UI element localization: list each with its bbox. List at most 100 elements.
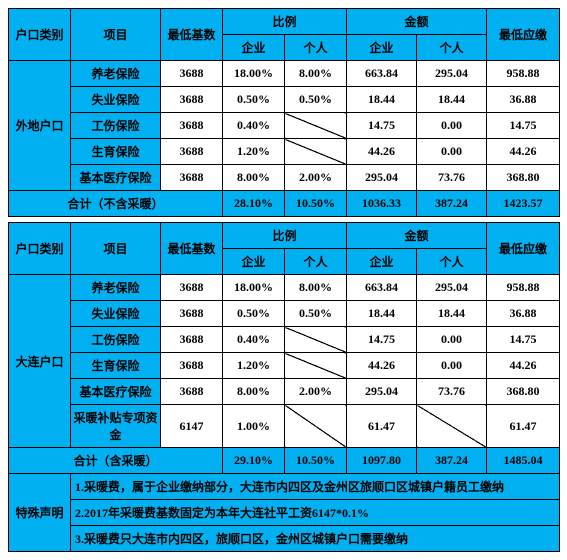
hdr-minpay: 最低应缴: [487, 223, 560, 275]
amount-corp: 14.75: [347, 327, 417, 353]
ratio-corp: 0.40%: [223, 327, 285, 353]
total-ratio-corp: 28.10%: [223, 191, 285, 217]
base-value: 3688: [161, 301, 223, 327]
hdr-category: 户口类别: [9, 9, 71, 61]
ratio-pers: 0.50%: [285, 87, 347, 113]
amount-corp: 61.47: [347, 405, 417, 448]
total-ratio-corp: 29.10%: [223, 448, 285, 474]
min-pay: 14.75: [487, 113, 560, 139]
ratio-pers: 2.00%: [285, 379, 347, 405]
amount-pers: 295.04: [417, 61, 487, 87]
amount-corp: 44.26: [347, 139, 417, 165]
amount-pers: 0.00: [417, 327, 487, 353]
base-value: 3688: [161, 165, 223, 191]
total-amount-pers: 387.24: [417, 191, 487, 217]
hdr-item: 项目: [71, 223, 161, 275]
min-pay: 14.75: [487, 327, 560, 353]
amount-pers-na: [417, 405, 487, 448]
hdr-amount: 金额: [347, 223, 487, 249]
item-label: 工伤保险: [71, 113, 161, 139]
hdr-ratio-pers: 个人: [285, 35, 347, 61]
ratio-pers-na: [285, 113, 347, 139]
insurance-table: 户口类别项目最低基数比例金额最低应缴企业个人企业个人外地户口养老保险368818…: [8, 8, 560, 552]
category-label: 大连户口: [9, 275, 71, 448]
item-label: 养老保险: [71, 275, 161, 301]
hdr-ratio: 比例: [223, 223, 347, 249]
category-label: 外地户口: [9, 61, 71, 191]
min-pay: 61.47: [487, 405, 560, 448]
min-pay: 368.80: [487, 165, 560, 191]
min-pay: 958.88: [487, 61, 560, 87]
item-label: 采暖补贴专项资金: [71, 405, 161, 448]
min-pay: 44.26: [487, 353, 560, 379]
total-label: 合计（不含采暖）: [9, 191, 223, 217]
hdr-amount-corp: 企业: [347, 35, 417, 61]
hdr-amount-pers: 个人: [417, 249, 487, 275]
amount-pers: 0.00: [417, 139, 487, 165]
total-label: 合计（含采暖）: [9, 448, 223, 474]
hdr-amount: 金额: [347, 9, 487, 35]
ratio-corp: 0.50%: [223, 301, 285, 327]
base-value: 3688: [161, 139, 223, 165]
total-amount-corp: 1097.80: [347, 448, 417, 474]
base-value: 3688: [161, 87, 223, 113]
item-label: 生育保险: [71, 353, 161, 379]
item-label: 失业保险: [71, 87, 161, 113]
notes-label: 特殊声明: [9, 474, 71, 552]
amount-pers: 295.04: [417, 275, 487, 301]
hdr-ratio-pers: 个人: [285, 249, 347, 275]
ratio-pers-na: [285, 139, 347, 165]
hdr-amount-pers: 个人: [417, 35, 487, 61]
total-ratio-pers: 10.50%: [285, 448, 347, 474]
item-label: 养老保险: [71, 61, 161, 87]
hdr-minpay: 最低应缴: [487, 9, 560, 61]
hdr-item: 项目: [71, 9, 161, 61]
base-value: 3688: [161, 113, 223, 139]
ratio-pers-na: [285, 327, 347, 353]
item-label: 失业保险: [71, 301, 161, 327]
amount-pers: 18.44: [417, 87, 487, 113]
ratio-pers: 8.00%: [285, 61, 347, 87]
amount-corp: 44.26: [347, 353, 417, 379]
ratio-corp: 0.50%: [223, 87, 285, 113]
note-line: 2.2017年采暖费基数固定为本年大连社平工资6147*0.1%: [71, 500, 560, 526]
ratio-pers: 2.00%: [285, 165, 347, 191]
base-value: 6147: [161, 405, 223, 448]
item-label: 基本医疗保险: [71, 165, 161, 191]
min-pay: 44.26: [487, 139, 560, 165]
amount-pers: 73.76: [417, 379, 487, 405]
ratio-corp: 8.00%: [223, 165, 285, 191]
ratio-corp: 18.00%: [223, 61, 285, 87]
item-label: 生育保险: [71, 139, 161, 165]
ratio-corp: 1.20%: [223, 353, 285, 379]
amount-corp: 663.84: [347, 61, 417, 87]
hdr-base: 最低基数: [161, 9, 223, 61]
hdr-ratio: 比例: [223, 9, 347, 35]
min-pay: 36.88: [487, 87, 560, 113]
min-pay: 368.80: [487, 379, 560, 405]
amount-pers: 18.44: [417, 301, 487, 327]
hdr-category: 户口类别: [9, 223, 71, 275]
note-line: 1.采暖费，属于企业缴纳部分，大连市内四区及金州区旅顺口区城镇户籍员工缴纳: [71, 474, 560, 500]
amount-corp: 18.44: [347, 301, 417, 327]
ratio-pers: 0.50%: [285, 301, 347, 327]
item-label: 工伤保险: [71, 327, 161, 353]
ratio-pers-na: [285, 353, 347, 379]
item-label: 基本医疗保险: [71, 379, 161, 405]
min-pay: 36.88: [487, 301, 560, 327]
base-value: 3688: [161, 379, 223, 405]
total-min: 1485.04: [487, 448, 560, 474]
hdr-amount-corp: 企业: [347, 249, 417, 275]
amount-pers: 0.00: [417, 353, 487, 379]
total-amount-corp: 1036.33: [347, 191, 417, 217]
base-value: 3688: [161, 353, 223, 379]
base-value: 3688: [161, 61, 223, 87]
ratio-pers: 8.00%: [285, 275, 347, 301]
total-amount-pers: 387.24: [417, 448, 487, 474]
hdr-ratio-corp: 企业: [223, 35, 285, 61]
ratio-corp: 1.00%: [223, 405, 285, 448]
amount-corp: 295.04: [347, 165, 417, 191]
total-ratio-pers: 10.50%: [285, 191, 347, 217]
amount-corp: 14.75: [347, 113, 417, 139]
base-value: 3688: [161, 275, 223, 301]
